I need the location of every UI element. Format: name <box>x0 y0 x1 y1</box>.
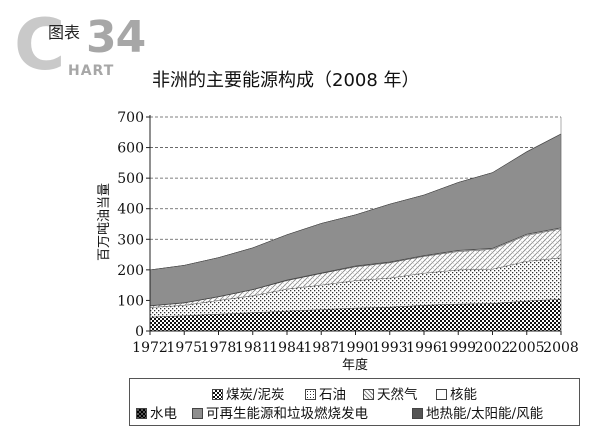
y-tick-label-500: 500 <box>117 171 144 187</box>
legend-row-1: 煤炭/泥炭 石油 天然气 核能 <box>130 383 579 403</box>
y-tick-label-700: 700 <box>117 110 144 126</box>
x-tick-label-1993: 1993 <box>372 340 408 356</box>
x-tick-label-1999: 1999 <box>440 340 476 356</box>
brand-chart-number: 34 <box>86 12 146 63</box>
legend-item-geothermal: 地热能/太阳能/风能 <box>412 402 543 422</box>
x-tick-label-1984: 1984 <box>269 340 305 356</box>
x-tick-label-1978: 1978 <box>201 340 237 356</box>
legend-label-gas: 天然气 <box>377 387 418 403</box>
legend-label-nuclear: 核能 <box>450 387 477 403</box>
legend-swatch-oil <box>305 389 316 400</box>
x-tick-label-1975: 1975 <box>166 340 202 356</box>
x-tick-label-1987: 1987 <box>303 340 339 356</box>
brand-letter-c: C <box>14 4 66 86</box>
legend-swatch-coal <box>212 389 223 400</box>
x-tick-label-1990: 1990 <box>338 340 374 356</box>
brand-label: 图表 <box>48 23 81 42</box>
legend-label-oil: 石油 <box>319 387 346 403</box>
axis-layer: 0100200300400500600700197219751978198119… <box>117 110 579 356</box>
chart-title: 非洲的主要能源构成（2008 年） <box>152 70 420 91</box>
x-axis-label: 年度 <box>342 357 368 373</box>
legend-swatch-renewables <box>192 408 203 419</box>
legend-item-gas: 天然气 <box>363 383 418 403</box>
x-tick-label-1981: 1981 <box>235 340 271 356</box>
legend-item-nuclear: 核能 <box>436 383 477 403</box>
y-axis-label: 百万吨油当量 <box>97 183 112 261</box>
legend-label-coal: 煤炭/泥炭 <box>226 387 285 403</box>
legend-item-hydro: 水电 <box>136 402 177 422</box>
legend-row-2: 水电 可再生能源和垃圾燃烧发电 地热能/太阳能/风能 <box>130 402 579 422</box>
y-tick-label-200: 200 <box>117 263 144 279</box>
y-tick-label-300: 300 <box>117 232 144 248</box>
legend-swatch-gas <box>363 389 374 400</box>
x-tick-label-1972: 1972 <box>132 340 168 356</box>
legend-label-geothermal: 地热能/太阳能/风能 <box>426 406 544 422</box>
x-tick-label-2008: 2008 <box>543 340 579 356</box>
legend-item-coal: 煤炭/泥炭 <box>212 383 285 403</box>
x-tick-label-1996: 1996 <box>406 340 442 356</box>
legend-label-hydro: 水电 <box>150 406 177 422</box>
legend-swatch-hydro <box>136 408 147 419</box>
y-tick-label-0: 0 <box>135 324 144 340</box>
y-tick-label-400: 400 <box>117 202 144 218</box>
y-tick-label-600: 600 <box>117 141 144 157</box>
legend-swatch-geothermal <box>412 408 423 419</box>
area-layer <box>149 133 562 332</box>
brand-hart-text: HART <box>68 63 115 79</box>
legend-label-renewables: 可再生能源和垃圾燃烧发电 <box>206 406 368 422</box>
y-tick-label-100: 100 <box>117 293 144 309</box>
x-tick-label-2005: 2005 <box>509 340 545 356</box>
legend: 煤炭/泥炭 石油 天然气 核能 水电 可再生能源和垃圾燃烧发电 地热能/太阳能/… <box>129 378 580 426</box>
legend-item-oil: 石油 <box>305 383 346 403</box>
x-tick-label-2002: 2002 <box>475 340 511 356</box>
legend-swatch-nuclear <box>436 389 447 400</box>
legend-item-renewables: 可再生能源和垃圾燃烧发电 <box>192 402 368 422</box>
